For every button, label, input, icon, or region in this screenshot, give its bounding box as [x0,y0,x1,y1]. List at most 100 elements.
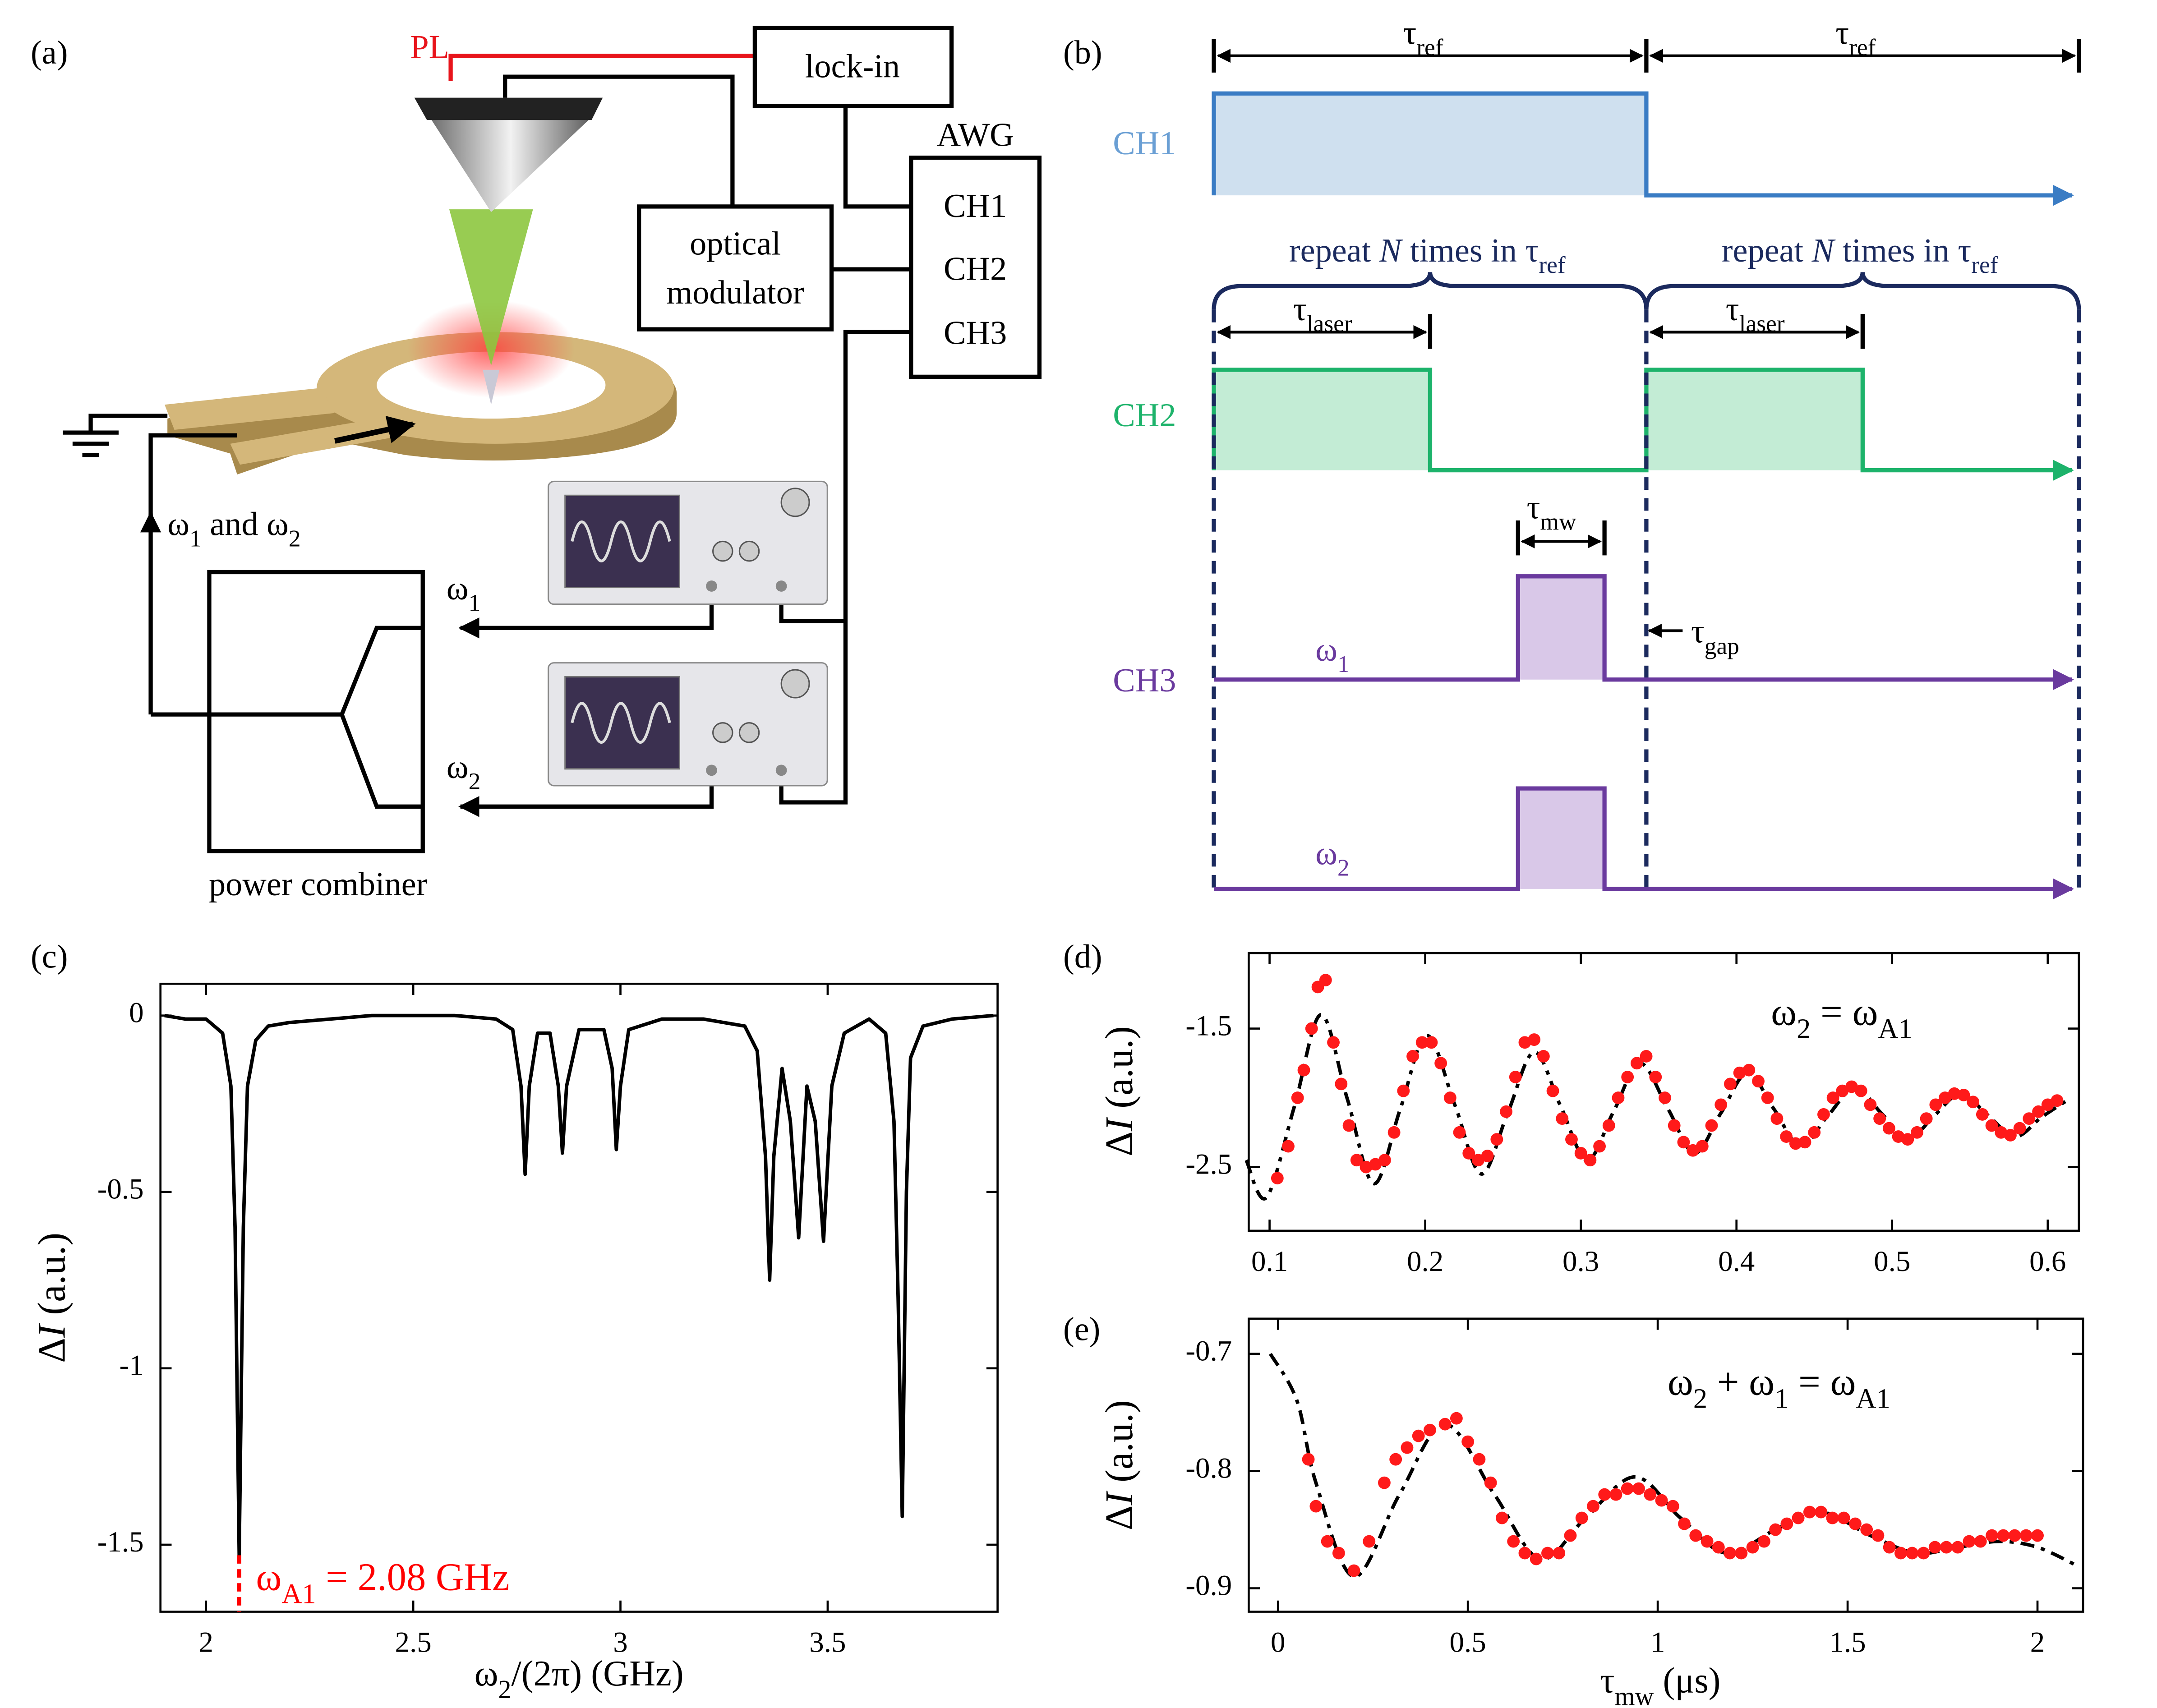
text-part: (a.u.) [30,1233,74,1325]
data-point [1901,1133,1914,1146]
y-tick-label: -0.7 [1185,1335,1232,1367]
panel-label: (c) [31,939,68,976]
plot-frame [159,982,999,1613]
input-label: ω1 and ω2 [167,506,300,552]
data-point [1911,1126,1923,1139]
data-point [1659,1091,1671,1104]
data-point [1815,1505,1828,1519]
data-point [1696,1140,1709,1153]
data-point [1528,1033,1541,1046]
italic-part: I [1097,1116,1141,1132]
x-axis-label: τmw (μs) [1600,1661,1720,1708]
data-point [1565,1133,1578,1146]
modulator-box [637,204,834,331]
x-tick-label: 0.2 [1407,1245,1443,1278]
subscript: ref [1971,251,1998,278]
data-point [1986,1529,1998,1542]
data-point [1412,1429,1425,1442]
y-tick-label: -0.5 [97,1173,144,1206]
chart: (c)2 2.5 3 3.50-0.5-1-1.5ΔI (a.u.)ω2/(2π) (… [30,939,999,1704]
channel-label: CH2 [1113,397,1176,434]
data-point [1689,1529,1702,1542]
data-point [1761,1091,1774,1104]
data-point [1917,1547,1930,1560]
subscript: 1 [189,525,202,552]
panel-label: (d) [1063,939,1102,976]
signal-generator [548,480,828,605]
text-part: ω [447,749,469,786]
tau-laser-label: τlaser [1726,291,1785,337]
ch1-trace [1212,91,2074,206]
text-part: Δ [1097,1505,1141,1530]
panel-label: (a) [31,34,68,71]
data-point [1770,1112,1784,1125]
data-point [1574,1146,1587,1160]
subscript: laser [1739,310,1785,337]
tip [483,369,500,405]
text-part: ω [1315,835,1337,872]
data-point [1363,1535,1376,1548]
data-point [1701,1535,1714,1548]
data-point [1309,1500,1323,1513]
annotation: ωA1 = 2.08 GHz [256,1555,509,1609]
mw-bars [1516,520,1607,556]
data-point [1848,1517,1862,1530]
period-lines [1212,309,2081,889]
data-point [2041,1098,2054,1111]
subscript: A1 [1878,1013,1913,1044]
ch3-pulse [1518,576,1605,889]
data-point [1461,1435,1475,1448]
x-tick-label: 0 [1271,1626,1285,1659]
y-tick-label: -1 [119,1349,143,1382]
data-point [1882,1122,1895,1135]
data-point [1894,1547,1907,1560]
combiner-wiring [151,626,423,809]
x-tick-label: 0.5 [1450,1626,1486,1659]
data-point [1305,1022,1318,1035]
modulator-label: modulator [667,274,804,311]
text-part: (μs) [1654,1661,1720,1701]
subscript: 2 [289,525,301,552]
subscript: 2 [469,768,481,795]
text-part: Δ [1097,1131,1141,1156]
plot-frame [1248,1317,2084,1613]
wire [843,106,911,209]
subscript: 2 [1337,854,1350,881]
subscript: mw [1615,1681,1654,1708]
channel-label: CH1 [944,188,1007,225]
subscript: ref [1539,251,1566,278]
data-point [1327,1036,1340,1049]
data-point [1401,1441,1414,1454]
subscript: 1 [469,589,481,616]
panel-label: (e) [1063,1311,1100,1348]
data-point [1481,1150,1494,1162]
text-part: = 2.08 GHz [316,1555,510,1598]
pl-label: PL [410,28,449,65]
data-point [1541,1547,1554,1560]
data-point [1826,1091,1839,1104]
objective-top [414,97,603,120]
tau-ref-label: τref [1835,14,1876,60]
data-point [1854,1084,1867,1097]
y-axis-label: ΔI (a.u.) [1097,1026,1141,1156]
data-point [1564,1529,1577,1542]
timing-diagram: (b) τref τref CH1 repeat N times in τref… [1063,14,2081,900]
data-point [1939,1091,1951,1104]
data-point [1640,1050,1653,1063]
data-point [2032,1105,2045,1118]
ch2-pulse [1214,369,1863,470]
data-point [1724,1547,1736,1560]
combiner-box [207,570,425,853]
data-point [1434,1057,1447,1070]
ring-lead [164,388,335,430]
panel-label: (b) [1063,34,1102,71]
data-point [1803,1505,1816,1519]
data-point [2008,1529,2021,1542]
ground [63,414,168,457]
x-tick-label: 3.5 [809,1626,846,1659]
data-point [1473,1453,1486,1466]
data-point [1906,1547,1919,1560]
text-part: + ω [1707,1360,1774,1403]
data-point [1575,1511,1588,1524]
text-part: ω [167,506,189,543]
